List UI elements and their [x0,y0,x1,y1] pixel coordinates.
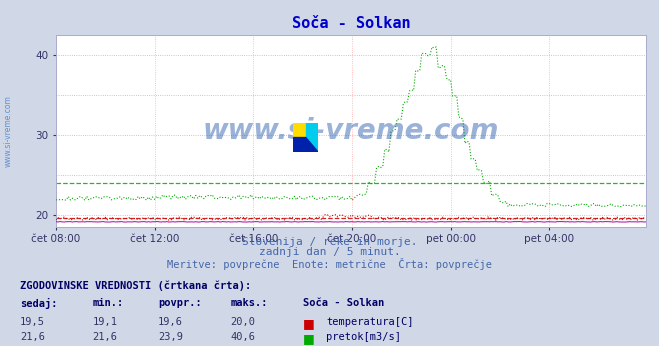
Text: zadnji dan / 5 minut.: zadnji dan / 5 minut. [258,247,401,257]
Text: maks.:: maks.: [231,298,268,308]
Text: Soča - Solkan: Soča - Solkan [303,298,384,308]
Text: ■: ■ [303,332,315,345]
Text: sedaj:: sedaj: [20,298,57,309]
Text: 19,5: 19,5 [20,317,45,327]
Text: Slovenija / reke in morje.: Slovenija / reke in morje. [242,237,417,247]
Text: 23,9: 23,9 [158,332,183,342]
Polygon shape [293,137,318,152]
Text: 19,6: 19,6 [158,317,183,327]
Text: 19,1: 19,1 [92,317,117,327]
Text: ZGODOVINSKE VREDNOSTI (črtkana črta):: ZGODOVINSKE VREDNOSTI (črtkana črta): [20,280,251,291]
Polygon shape [293,123,318,152]
Text: Meritve: povprečne  Enote: metrične  Črta: povprečje: Meritve: povprečne Enote: metrične Črta:… [167,258,492,270]
Text: 21,6: 21,6 [92,332,117,342]
Text: temperatura[C]: temperatura[C] [326,317,414,327]
Polygon shape [293,123,306,137]
Text: 20,0: 20,0 [231,317,256,327]
Text: min.:: min.: [92,298,123,308]
Text: povpr.:: povpr.: [158,298,202,308]
Text: ■: ■ [303,317,315,330]
Text: 21,6: 21,6 [20,332,45,342]
Text: www.si-vreme.com: www.si-vreme.com [203,117,499,145]
Text: www.si-vreme.com: www.si-vreme.com [4,95,13,167]
Text: pretok[m3/s]: pretok[m3/s] [326,332,401,342]
Text: 40,6: 40,6 [231,332,256,342]
Title: Soča - Solkan: Soča - Solkan [291,16,411,31]
